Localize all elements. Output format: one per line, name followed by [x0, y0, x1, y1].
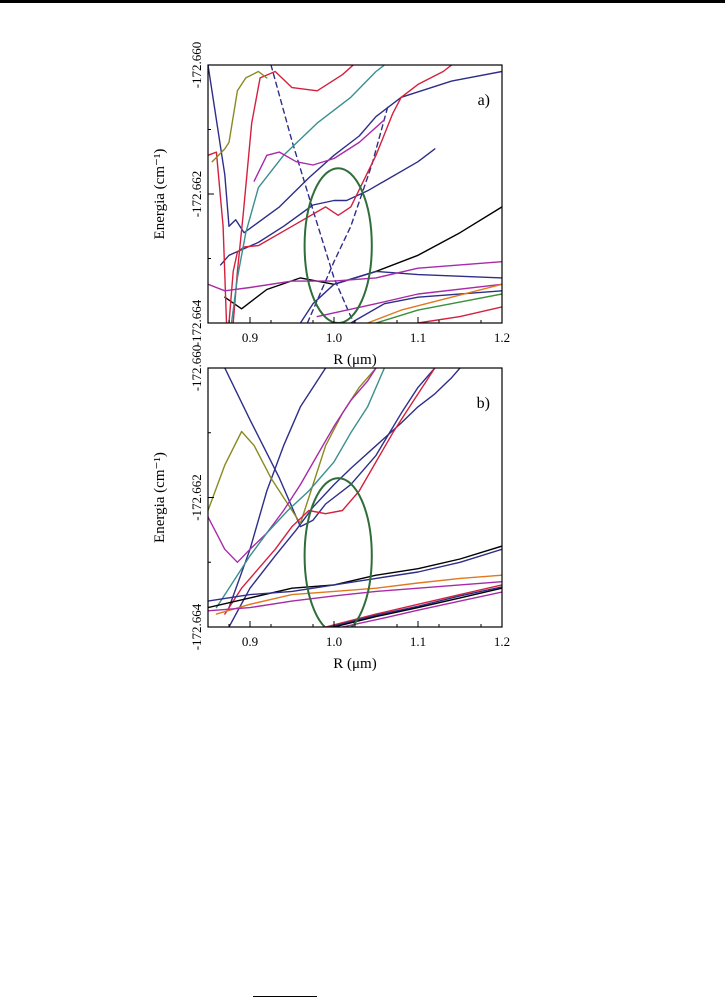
y-tick-label: -172.660 [189, 345, 204, 392]
x-tick-label: 1.1 [410, 330, 426, 345]
series-line-13 [208, 261, 502, 292]
plot-area [208, 65, 502, 323]
y-axis-label: Energia (cm⁻¹) [152, 452, 168, 543]
series-line-15 [341, 591, 502, 627]
chart-panel-2: 0.9 1.0 1.1 1.2 -172.660 -172.662 -172.664 R (μ… [152, 345, 510, 672]
series-line-6 [270, 65, 356, 323]
series-line-9 [208, 548, 502, 602]
series-line-16 [366, 283, 502, 323]
panel-label: a) [478, 92, 490, 109]
y-tick-label: -172.662 [189, 474, 204, 521]
series-line-11 [208, 581, 502, 612]
x-tick-label: 1.0 [326, 330, 342, 345]
series-line-5 [350, 290, 502, 323]
series-line-3 [228, 368, 461, 627]
avoided-crossing-ellipse [303, 477, 373, 627]
x-tick-label: 0.9 [242, 330, 258, 345]
page-top-rule [0, 0, 725, 3]
series-line-2 [228, 368, 327, 609]
chart-panel-1: 0.9 1.0 1.1 1.2 -172.660 -172.662 -172.664 R (μ… [152, 42, 510, 368]
plot-frame [207, 367, 503, 628]
x-axis-label: R (μm) [333, 656, 376, 672]
series-line-14 [333, 587, 502, 627]
x-tick-label: 1.2 [494, 634, 510, 649]
y-axis-label: Energia (cm⁻¹) [152, 149, 168, 240]
y-tick-label: -172.664 [189, 603, 204, 650]
x-tick-label: 1.2 [494, 330, 510, 345]
plot-frame [207, 64, 503, 324]
panel-label: b) [477, 395, 490, 412]
x-tick-label: 1.0 [326, 634, 342, 649]
series-line-9 [228, 65, 453, 323]
series-line-8 [208, 151, 228, 323]
series-line-6 [215, 368, 386, 609]
series-line-7 [306, 103, 390, 323]
series-line-2 [208, 65, 502, 234]
avoided-crossing-ellipse [303, 167, 373, 323]
series-line-13 [329, 586, 502, 627]
y-tick-label: -172.662 [189, 171, 204, 218]
footnote-rule [253, 996, 317, 997]
y-tick-label: -172.664 [189, 299, 204, 346]
x-tick-label: 1.1 [410, 634, 426, 649]
series-line-10 [215, 574, 502, 615]
series-line-10 [232, 65, 355, 323]
series-line-17 [375, 293, 502, 323]
series-line-14 [316, 283, 502, 318]
series-line-8 [208, 545, 502, 609]
series-line-4 [299, 270, 502, 323]
y-tick-label: -172.660 [189, 42, 204, 89]
series-line-1 [224, 368, 436, 528]
series-line-5 [208, 368, 377, 563]
series-line-18 [417, 306, 502, 323]
series-line-15 [253, 119, 386, 182]
series-line-11 [211, 70, 268, 163]
plot-area [208, 368, 502, 627]
x-axis-label: R (μm) [333, 352, 376, 368]
series-line-7 [224, 368, 436, 615]
x-tick-label: 0.9 [242, 634, 258, 649]
